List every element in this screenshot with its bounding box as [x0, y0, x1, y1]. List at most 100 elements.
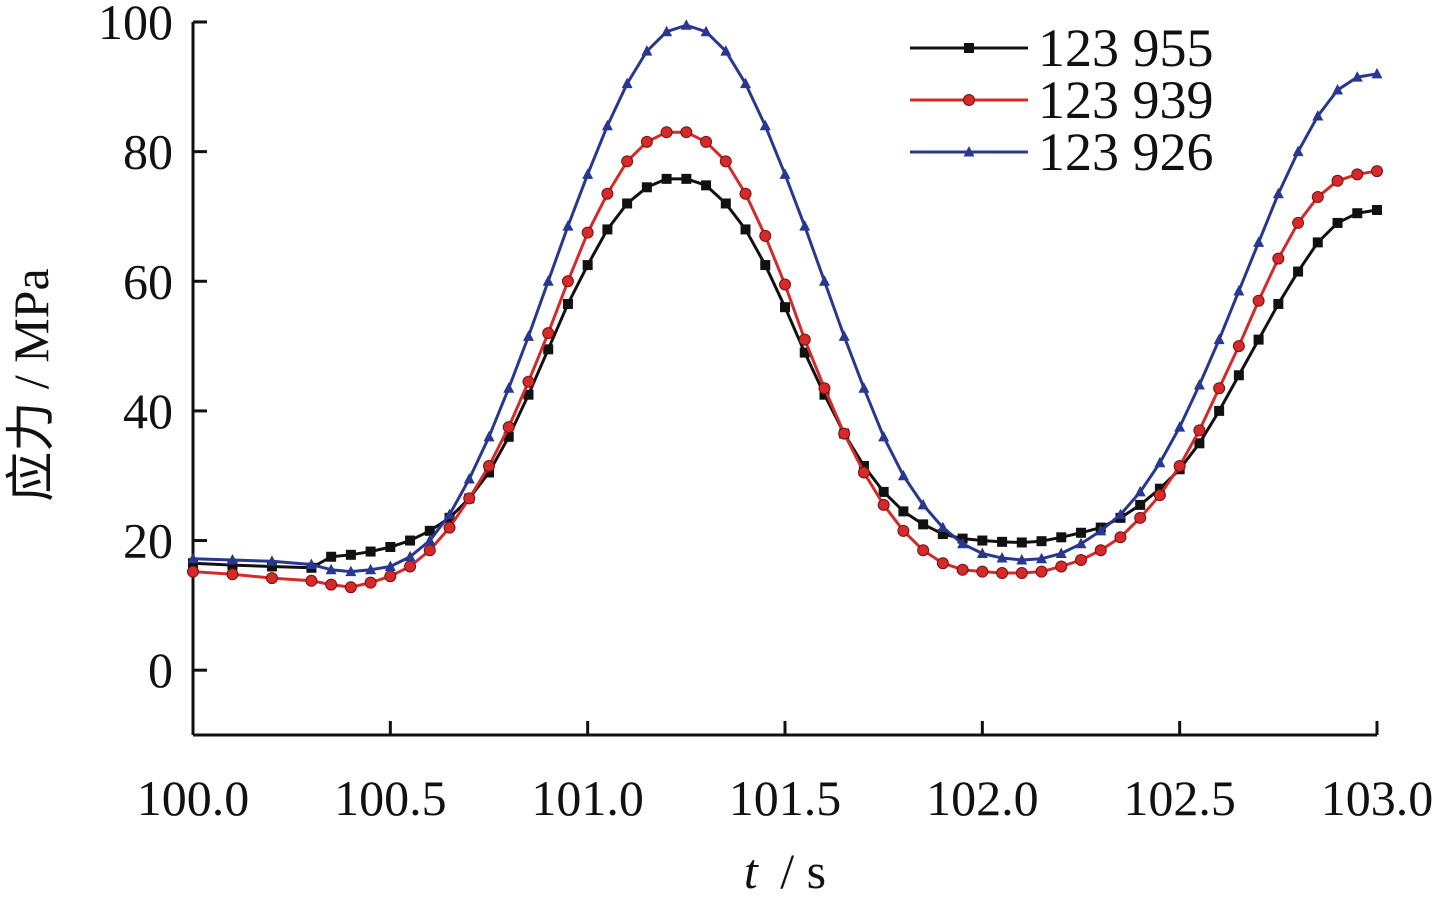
legend-item-2: 123 926	[910, 122, 1214, 182]
data-point	[681, 173, 692, 184]
data-point	[582, 168, 594, 179]
data-point	[1351, 71, 1363, 82]
data-point	[818, 382, 831, 395]
data-point	[562, 220, 574, 231]
series-2	[187, 19, 1383, 577]
y-axis-title: 应力 / MPa	[3, 268, 59, 501]
data-point	[1311, 191, 1324, 204]
data-point	[424, 525, 435, 536]
data-point	[305, 574, 318, 587]
x-ticks: 100.0 100.5 101.0 101.5 102.0 102.5 103.0	[137, 721, 1434, 826]
data-point	[543, 344, 554, 355]
data-point	[1015, 566, 1028, 579]
data-point	[1193, 378, 1205, 390]
data-point	[522, 375, 535, 388]
data-point	[1252, 294, 1265, 307]
data-point	[660, 126, 673, 139]
data-point	[680, 19, 692, 30]
data-point	[187, 552, 199, 564]
x-tick-label: 102.5	[1123, 770, 1236, 826]
data-point	[344, 581, 357, 594]
data-point	[404, 550, 416, 562]
data-point	[1036, 552, 1048, 564]
data-point	[621, 155, 634, 168]
legend-label: 123 955	[1038, 18, 1214, 78]
data-point	[1213, 382, 1226, 395]
legend-label: 123 939	[1038, 70, 1214, 130]
data-point	[443, 521, 456, 534]
data-point	[1253, 334, 1264, 345]
data-point	[877, 498, 890, 511]
data-point	[918, 519, 929, 530]
data-point	[345, 549, 356, 560]
data-point	[326, 551, 337, 562]
data-point	[640, 135, 653, 148]
data-point	[602, 224, 613, 235]
data-point	[996, 566, 1009, 579]
legend-swatch-marker	[964, 43, 974, 53]
data-point	[1214, 405, 1225, 416]
data-point	[227, 560, 238, 571]
data-point	[601, 119, 613, 131]
data-point	[463, 492, 476, 505]
data-point	[266, 555, 278, 566]
series-layer	[187, 19, 1383, 594]
data-point	[1134, 485, 1146, 497]
data-point	[365, 546, 376, 557]
data-point	[423, 544, 436, 557]
data-point	[601, 187, 614, 200]
data-point	[720, 198, 731, 209]
data-point	[1173, 460, 1186, 473]
data-point	[1174, 421, 1186, 432]
data-point	[502, 421, 515, 434]
x-tick-label: 101.5	[729, 770, 842, 826]
data-point	[779, 168, 791, 179]
data-point	[503, 431, 514, 442]
data-point	[325, 578, 338, 591]
data-point	[1094, 544, 1107, 557]
legend-swatch-marker	[963, 94, 975, 106]
data-point	[917, 498, 929, 510]
x-tick-label: 103.0	[1321, 770, 1434, 826]
data-point	[1273, 298, 1284, 309]
data-point	[621, 77, 633, 89]
series-line	[192, 177, 1378, 570]
y-tick-label: 60	[123, 253, 173, 309]
data-point	[483, 460, 495, 473]
y-ticks: 0 20 40 60 80 100	[98, 0, 207, 698]
data-point	[976, 565, 989, 578]
data-point	[838, 427, 851, 440]
data-point	[503, 382, 515, 393]
data-point	[542, 275, 554, 286]
data-point	[898, 506, 909, 517]
data-point	[187, 565, 199, 578]
x-tick-label: 100.0	[137, 770, 250, 826]
y-tick-label: 0	[148, 642, 173, 698]
data-point	[1016, 553, 1028, 565]
data-point	[561, 275, 574, 288]
data-point	[424, 534, 436, 546]
data-point	[1312, 109, 1324, 121]
data-point	[1016, 537, 1027, 548]
data-point	[582, 260, 593, 271]
data-point	[1272, 187, 1284, 199]
data-point	[1292, 145, 1304, 157]
data-point	[1232, 340, 1245, 353]
data-point	[1371, 165, 1383, 178]
data-point	[1055, 560, 1068, 573]
data-point	[1056, 532, 1067, 543]
data-point	[1312, 237, 1323, 248]
data-point	[463, 472, 475, 484]
legend-item-1: 123 939	[910, 70, 1214, 130]
data-point	[799, 347, 810, 358]
data-point	[878, 486, 889, 497]
data-point	[997, 536, 1008, 547]
data-point	[1154, 456, 1166, 468]
data-point	[384, 570, 397, 583]
data-point	[188, 558, 198, 569]
data-point	[1153, 489, 1166, 502]
data-point	[542, 327, 555, 340]
data-point	[976, 547, 988, 559]
